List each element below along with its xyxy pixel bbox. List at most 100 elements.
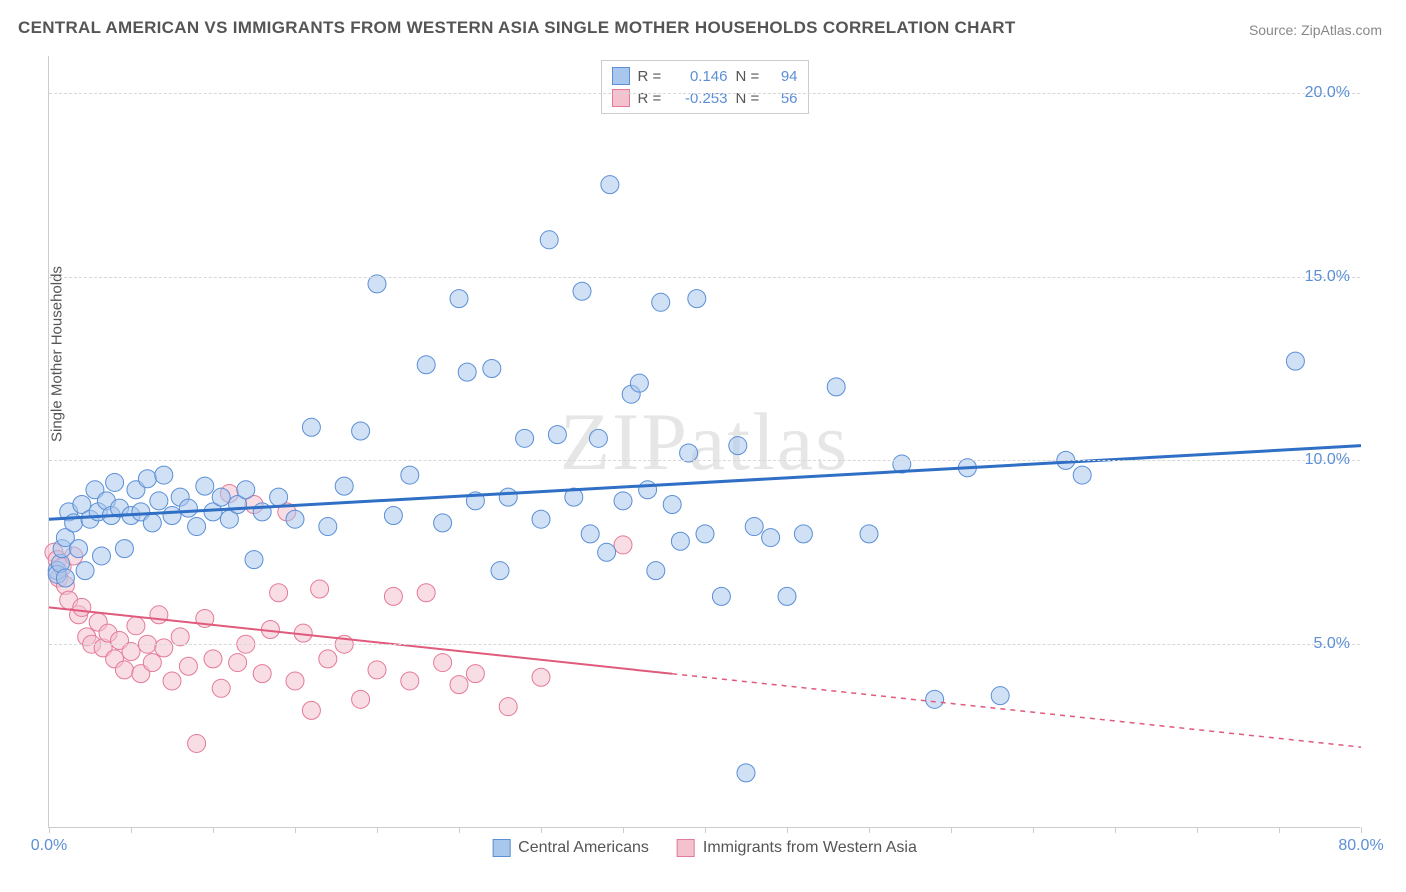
legend-swatch-0 [612, 67, 630, 85]
legend-series: Central Americans Immigrants from Wester… [482, 839, 927, 857]
data-point [138, 470, 156, 488]
data-point [434, 654, 452, 672]
xtick-label: 0.0% [31, 837, 67, 855]
data-point [127, 617, 145, 635]
data-point [302, 701, 320, 719]
x-minor-tick [1361, 827, 1362, 833]
data-point [188, 518, 206, 536]
x-minor-tick [49, 827, 50, 833]
data-point [417, 584, 435, 602]
data-point [229, 654, 247, 672]
legend-bottom-label-0: Central Americans [518, 839, 649, 857]
data-point [696, 525, 714, 543]
data-point [384, 587, 402, 605]
data-point [532, 510, 550, 528]
data-point [652, 293, 670, 311]
data-point [647, 562, 665, 580]
x-minor-tick [459, 827, 460, 833]
x-minor-tick [377, 827, 378, 833]
data-point [573, 282, 591, 300]
data-point [270, 488, 288, 506]
gridline [49, 277, 1360, 278]
data-point [450, 676, 468, 694]
data-point [762, 529, 780, 547]
data-point [688, 290, 706, 308]
chart-title: CENTRAL AMERICAN VS IMMIGRANTS FROM WEST… [18, 18, 1016, 38]
data-point [1073, 466, 1091, 484]
data-point [860, 525, 878, 543]
data-point [680, 444, 698, 462]
source-label: Source: ZipAtlas.com [1249, 22, 1382, 38]
data-point [598, 543, 616, 561]
legend-r-value-0: 0.146 [672, 68, 728, 85]
legend-row-series-1: R = -0.253 N = 56 [612, 87, 798, 109]
data-point [245, 551, 263, 569]
legend-bottom-label-1: Immigrants from Western Asia [703, 839, 917, 857]
data-point [179, 499, 197, 517]
gridline [49, 460, 1360, 461]
xtick-label: 80.0% [1338, 837, 1383, 855]
data-point [483, 359, 501, 377]
data-point [311, 580, 329, 598]
data-point [286, 672, 304, 690]
x-minor-tick [1279, 827, 1280, 833]
data-point [204, 650, 222, 668]
plot-area: Single Mother Households ZIPatlas R = 0.… [48, 56, 1360, 828]
data-point [630, 374, 648, 392]
chart-svg [49, 56, 1360, 827]
data-point [991, 687, 1009, 705]
data-point [270, 584, 288, 602]
x-minor-tick [623, 827, 624, 833]
data-point [401, 466, 419, 484]
data-point [171, 628, 189, 646]
legend-bottom-swatch-0 [492, 839, 510, 857]
data-point [466, 665, 484, 683]
data-point [614, 492, 632, 510]
data-point [179, 657, 197, 675]
data-point [319, 518, 337, 536]
data-point [827, 378, 845, 396]
data-point [926, 690, 944, 708]
data-point [417, 356, 435, 374]
data-point [532, 668, 550, 686]
data-point [540, 231, 558, 249]
data-point [491, 562, 509, 580]
x-minor-tick [705, 827, 706, 833]
x-minor-tick [951, 827, 952, 833]
data-point [115, 661, 133, 679]
data-point [639, 481, 657, 499]
data-point [384, 507, 402, 525]
data-point [1286, 352, 1304, 370]
data-point [614, 536, 632, 554]
legend-bottom-swatch-1 [677, 839, 695, 857]
data-point [712, 587, 730, 605]
gridline [49, 644, 1360, 645]
x-minor-tick [213, 827, 214, 833]
data-point [794, 525, 812, 543]
data-point [671, 532, 689, 550]
data-point [589, 429, 607, 447]
data-point [150, 492, 168, 510]
legend-item-0: Central Americans [492, 839, 649, 857]
data-point [163, 507, 181, 525]
data-point [143, 654, 161, 672]
data-point [92, 547, 110, 565]
data-point [73, 598, 91, 616]
data-point [253, 665, 271, 683]
data-point [745, 518, 763, 536]
data-point [70, 540, 88, 558]
legend-n-label: N = [736, 68, 762, 85]
legend-r-label: R = [638, 68, 664, 85]
gridline [49, 93, 1360, 94]
data-point [458, 363, 476, 381]
x-minor-tick [541, 827, 542, 833]
data-point [302, 418, 320, 436]
data-point [212, 488, 230, 506]
data-point [319, 650, 337, 668]
data-point [601, 176, 619, 194]
data-point [150, 606, 168, 624]
data-point [401, 672, 419, 690]
x-minor-tick [869, 827, 870, 833]
data-point [196, 477, 214, 495]
data-point [663, 495, 681, 513]
